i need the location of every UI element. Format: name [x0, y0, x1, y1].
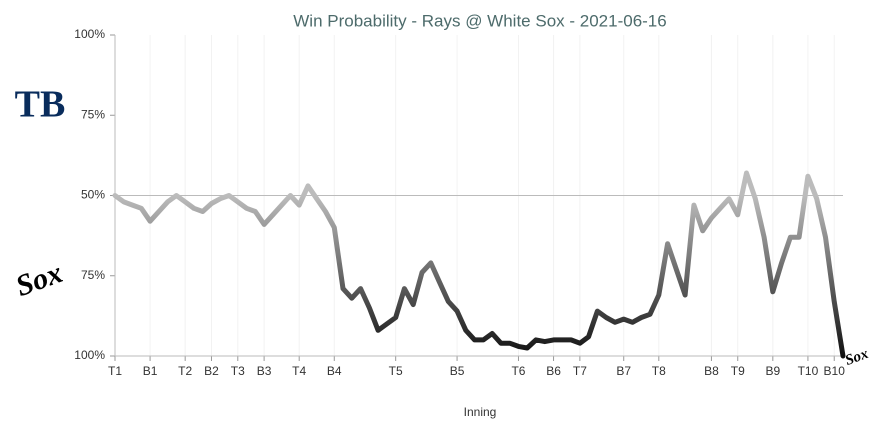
- x-tick-label: T5: [389, 364, 403, 378]
- x-tick-label: B8: [704, 364, 719, 378]
- x-tick-label: B7: [616, 364, 631, 378]
- x-tick-label: T2: [178, 364, 192, 378]
- x-axis-label: Inning: [464, 405, 497, 419]
- x-tick-label: T4: [292, 364, 306, 378]
- y-tick-label: 75%: [81, 268, 105, 282]
- x-tick-label: B5: [450, 364, 465, 378]
- x-tick-label: T8: [652, 364, 666, 378]
- x-tick-label: B3: [257, 364, 272, 378]
- x-tick-label: T6: [511, 364, 525, 378]
- x-tick-label: T7: [573, 364, 587, 378]
- x-tick-label: T9: [731, 364, 745, 378]
- x-tick-label: B1: [143, 364, 158, 378]
- x-tick-label: B4: [327, 364, 342, 378]
- end-logo: Sox: [843, 346, 871, 369]
- y-tick-label: 75%: [81, 107, 105, 121]
- chart-title: Win Probability - Rays @ White Sox - 202…: [293, 11, 666, 30]
- x-tick-label: T10: [798, 364, 819, 378]
- x-tick-label: B9: [765, 364, 780, 378]
- y-tick-label: 50%: [81, 188, 105, 202]
- win-probability-line: [112, 170, 846, 359]
- x-tick-label: T1: [108, 364, 122, 378]
- y-tick-label: 100%: [74, 27, 105, 41]
- y-tick-label: 100%: [74, 348, 105, 362]
- x-tick-label: B10: [824, 364, 846, 378]
- x-tick-label: B2: [204, 364, 219, 378]
- x-tick-label: T3: [231, 364, 245, 378]
- team-logo: TB: [15, 84, 66, 126]
- team-logo: Sox: [12, 256, 67, 303]
- x-tick-label: B6: [546, 364, 561, 378]
